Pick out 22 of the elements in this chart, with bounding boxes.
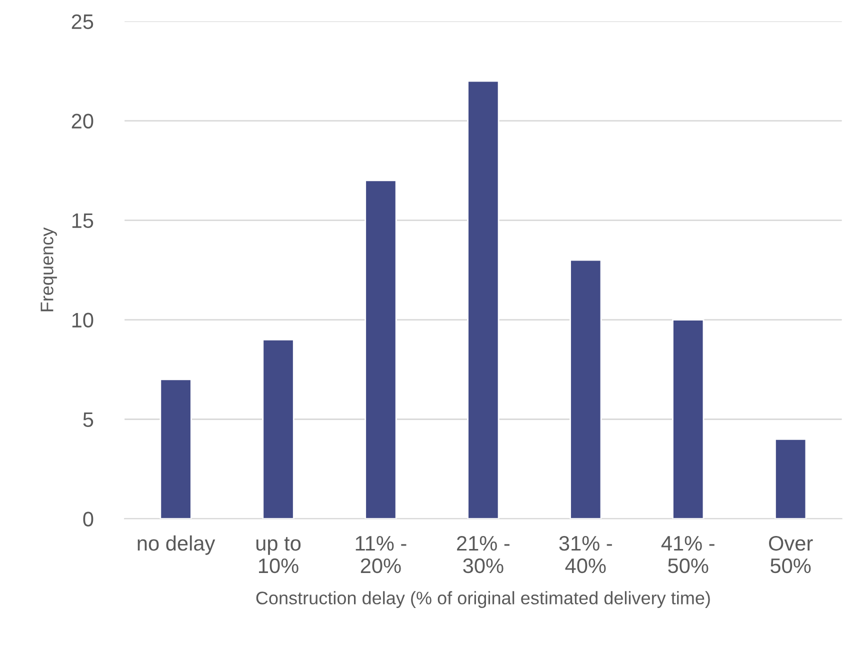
- x-tick-label: no delay: [138, 535, 216, 555]
- y-tick-label: 20: [72, 114, 94, 129]
- x-tick-label: Over 50%: [769, 536, 813, 574]
- x-tick-label: 31% - 40%: [559, 536, 612, 574]
- bar: [160, 378, 192, 519]
- bar: [262, 338, 294, 519]
- bar: [672, 319, 704, 519]
- bar: [364, 180, 397, 519]
- y-tick-label: 10: [72, 312, 94, 328]
- x-tick-label: 21% - 30%: [457, 536, 510, 574]
- x-axis-title: Construction delay (% of original estimated delivery time): [256, 591, 710, 608]
- bar: [774, 438, 807, 519]
- y-axis-title: Frequency: [40, 227, 57, 312]
- bar: [570, 259, 602, 519]
- y-tick-label: 5: [83, 412, 94, 428]
- bar: [467, 80, 500, 519]
- y-tick-label: 25: [72, 14, 94, 30]
- x-tick-label: 11% - 20%: [356, 536, 406, 574]
- y-tick-label: 15: [72, 214, 94, 228]
- y-tick-label: 0: [83, 512, 94, 526]
- x-tick-label: up to 10%: [256, 537, 301, 574]
- x-tick-label: 41% - 50%: [661, 536, 714, 574]
